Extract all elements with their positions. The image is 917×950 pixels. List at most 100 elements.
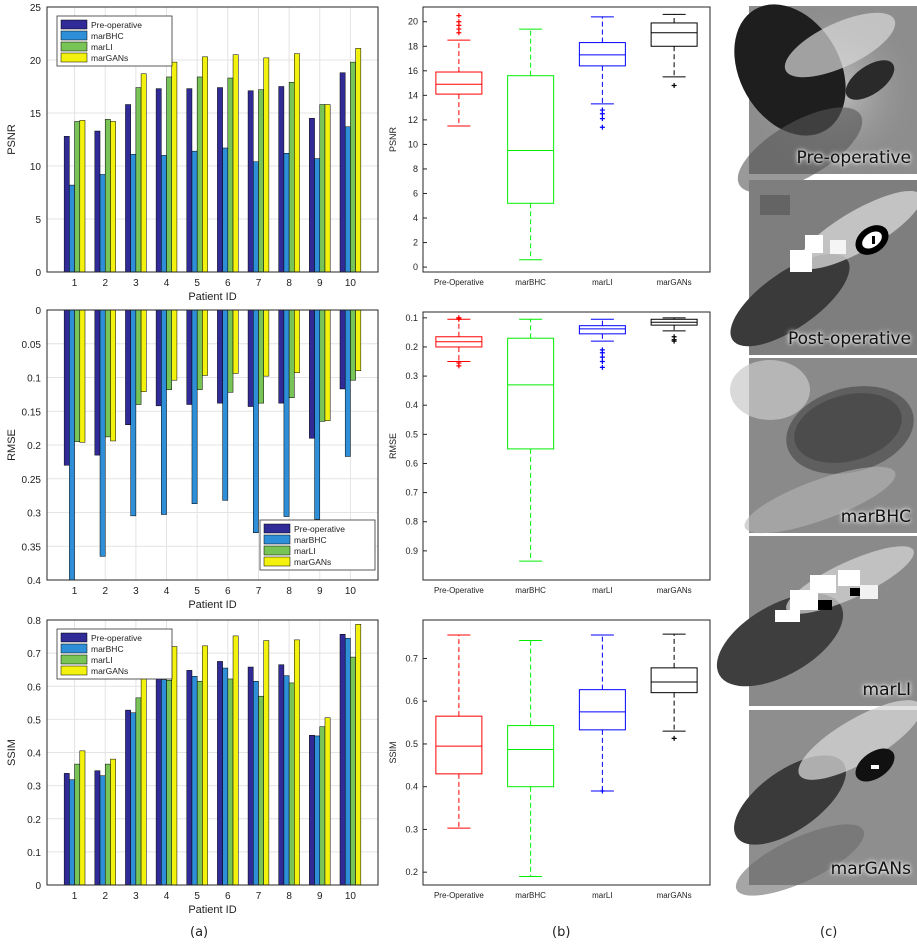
y-tick-label: 0.2 [27, 815, 41, 826]
bar [324, 717, 331, 886]
legend-swatch [60, 30, 88, 41]
y-tick-label: 0 [35, 306, 41, 317]
y-tick-label: 0.9 [405, 546, 418, 556]
legend-swatch [60, 19, 88, 30]
bar [278, 664, 285, 886]
legend-entry: marGANs [91, 53, 128, 63]
x-tick-label: 6 [225, 586, 231, 597]
box-body [435, 71, 483, 95]
bar [166, 309, 172, 390]
y-tick-label: 0.6 [405, 696, 418, 706]
legend-entry: Pre-operative [91, 20, 142, 30]
bar [309, 735, 315, 886]
bar [130, 154, 137, 273]
y-tick-label: 18 [408, 41, 418, 51]
thumbnail-label: marBHC [840, 507, 911, 527]
bar [222, 667, 229, 886]
x-tick-label: 8 [286, 891, 292, 902]
y-tick-label: 0.1 [27, 848, 41, 859]
bar [99, 309, 106, 557]
x-tick-label: 4 [164, 278, 170, 289]
ct-slice-pre-operative-icon [734, 4, 917, 193]
y-tick-label: 0.4 [27, 576, 41, 587]
y-tick-label: 0.05 [22, 340, 42, 351]
bar [283, 153, 290, 273]
bar [130, 309, 137, 517]
x-tick-label: 7 [256, 278, 262, 289]
bar [104, 309, 111, 438]
ct-slice-marli-icon [716, 536, 917, 706]
y-tick-label: 0.6 [27, 682, 41, 693]
legend-swatch [60, 632, 88, 643]
bar [258, 309, 264, 404]
outlier-point [599, 354, 605, 360]
x-tick-label: 7 [256, 891, 262, 902]
y-tick-label: 0.7 [405, 653, 418, 663]
x-tick-label: 6 [225, 278, 231, 289]
box-body [507, 337, 555, 450]
bar [217, 309, 223, 404]
x-tick-label: 3 [133, 891, 139, 902]
outlier-point [599, 124, 605, 130]
bar [196, 76, 203, 273]
y-axis-label: SSIM [6, 739, 18, 766]
panel-label-b: (b) [552, 925, 571, 940]
legend-entry: marLI [294, 546, 316, 556]
box-marbhc [507, 640, 555, 877]
x-tick-label: 9 [317, 891, 323, 902]
bar [94, 770, 101, 886]
bar [125, 104, 131, 273]
y-tick-label: 16 [408, 66, 418, 76]
box-body [578, 689, 626, 731]
bar [263, 57, 270, 273]
x-tick-label: 5 [194, 586, 200, 597]
y-axis-label: SSIM [388, 741, 398, 763]
y-tick-label: 0.3 [27, 782, 41, 793]
bar [247, 309, 254, 407]
x-tick-label: 5 [194, 278, 200, 289]
bar [171, 309, 178, 381]
bar [258, 695, 264, 886]
bar [94, 130, 101, 273]
legend-entry: marLI [91, 42, 113, 52]
bar [69, 309, 75, 581]
outlier-point [599, 359, 605, 365]
thumbnail-margans: marGANs [749, 710, 917, 885]
y-tick-label: 0.1 [27, 374, 41, 385]
bar [339, 633, 346, 886]
x-tick-label: marLI [592, 278, 612, 287]
legend-entry: marGANs [294, 557, 331, 567]
thumbnail-label: marLI [862, 680, 911, 700]
bar [191, 676, 198, 886]
box-body [507, 725, 555, 788]
thumbnail-label: Pre-operative [796, 148, 911, 168]
y-tick-label: 20 [30, 56, 42, 67]
bar [191, 309, 198, 504]
bar [155, 88, 162, 273]
plot-frame [46, 619, 379, 886]
bar [227, 678, 234, 886]
x-tick-label: 6 [225, 891, 231, 902]
x-axis-label: Patient ID [188, 291, 236, 303]
y-tick-label: 0.35 [22, 542, 42, 553]
legend-entry: Pre-operative [294, 524, 345, 534]
x-tick-label: marLI [592, 586, 612, 595]
y-tick-label: 0.6 [405, 458, 418, 468]
x-tick-label: 8 [286, 278, 292, 289]
x-tick-label: marGANs [657, 586, 692, 595]
bar [319, 726, 326, 886]
bar [227, 77, 234, 273]
plot-frame [422, 619, 711, 886]
legend-entry: marBHC [91, 644, 124, 654]
bar [140, 73, 147, 273]
bar [339, 309, 346, 390]
x-tick-label: 8 [286, 586, 292, 597]
bar [258, 89, 264, 273]
y-tick-label: 0 [413, 262, 418, 272]
x-axis-label: Patient ID [188, 904, 236, 916]
x-tick-label: Pre-Operative [434, 891, 484, 900]
box-marbhc [507, 318, 555, 562]
bar [202, 56, 208, 273]
bar [314, 158, 321, 273]
